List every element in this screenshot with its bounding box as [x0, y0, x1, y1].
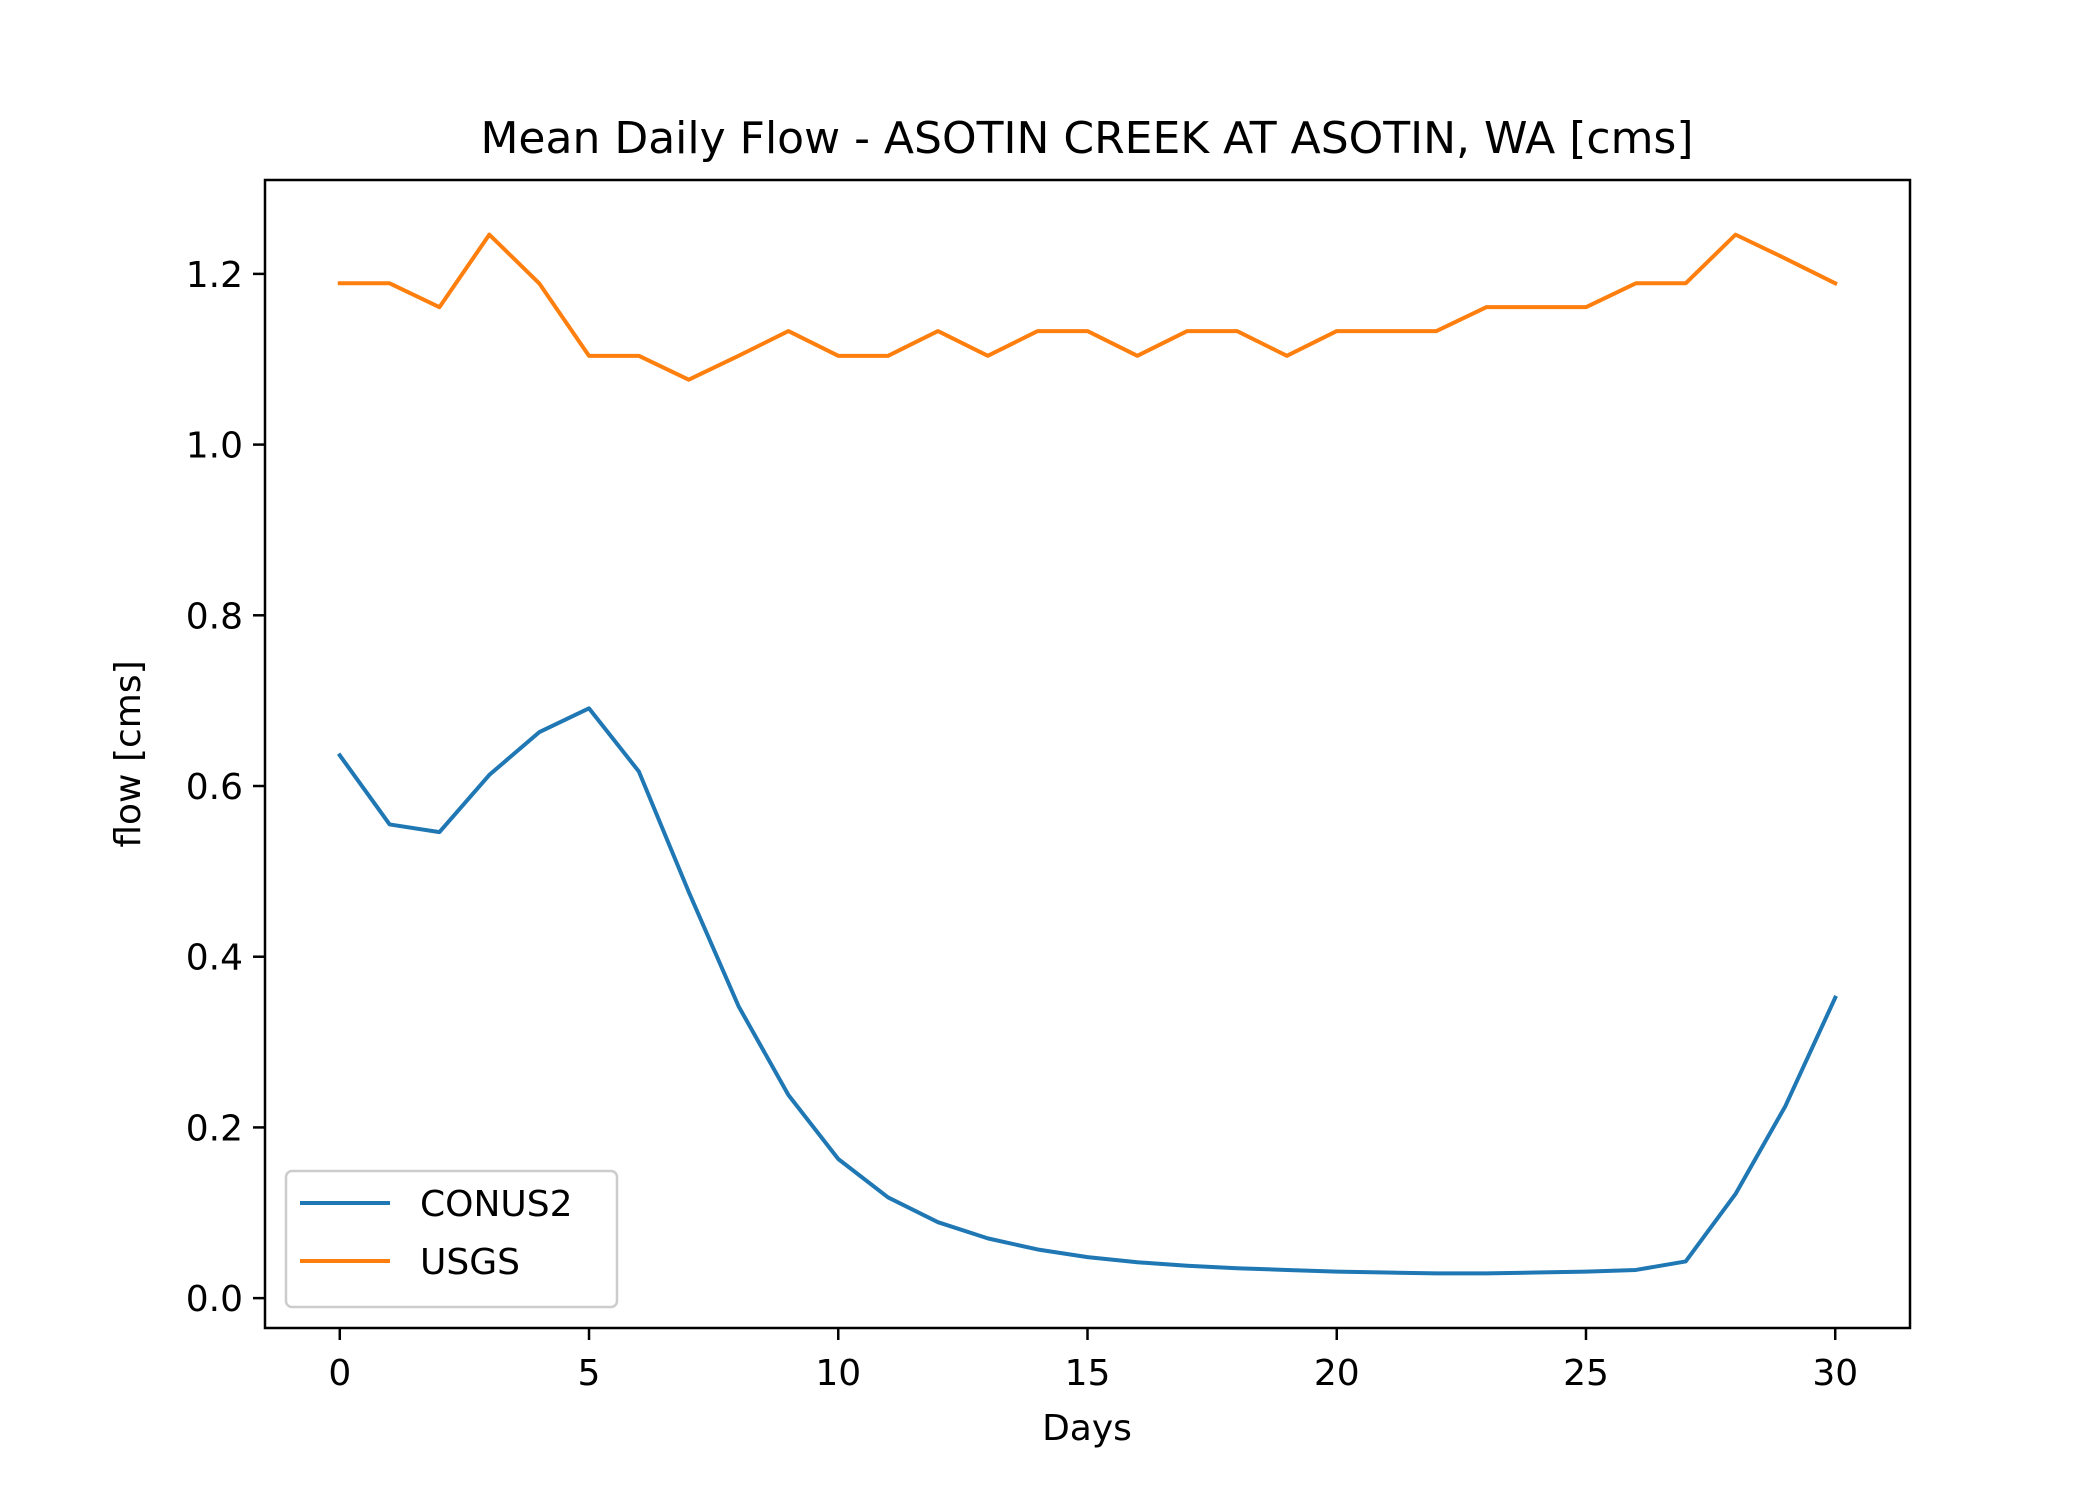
- y-tick-label: 0.6: [186, 767, 243, 808]
- x-tick-label: 0: [328, 1353, 351, 1394]
- x-tick-label: 20: [1314, 1353, 1360, 1394]
- y-tick-label: 1.0: [186, 426, 243, 467]
- y-tick-label: 0.4: [186, 938, 243, 979]
- series-line-usgs: [337, 232, 1838, 382]
- legend-label-usgs: USGS: [420, 1242, 520, 1283]
- x-tick-label: 10: [815, 1353, 861, 1394]
- y-tick-label: 0.2: [186, 1108, 243, 1149]
- x-tick-label: 5: [578, 1353, 601, 1394]
- chart-title: Mean Daily Flow - ASOTIN CREEK AT ASOTIN…: [480, 113, 1693, 164]
- x-tick-label: 25: [1563, 1353, 1609, 1394]
- x-axis: 0 5 10 15 20 25 30: [328, 1328, 1858, 1394]
- y-axis-label: flow [cms]: [108, 660, 149, 847]
- legend: CONUS2 USGS: [284, 1169, 619, 1309]
- series-line-conus2: [336, 706, 1838, 1276]
- series-layer: [336, 232, 1838, 1276]
- x-axis-label: Days: [1042, 1408, 1132, 1449]
- x-tick-label: 15: [1065, 1353, 1111, 1394]
- y-tick-label: 0.0: [186, 1279, 243, 1320]
- x-tick-label: 30: [1812, 1353, 1858, 1394]
- legend-label-conus2: CONUS2: [420, 1184, 573, 1225]
- y-axis: 0.0 0.2 0.4 0.6 0.8 1.0 1.2: [186, 255, 265, 1320]
- y-tick-label: 0.8: [186, 596, 243, 637]
- y-tick-label: 1.2: [186, 255, 243, 296]
